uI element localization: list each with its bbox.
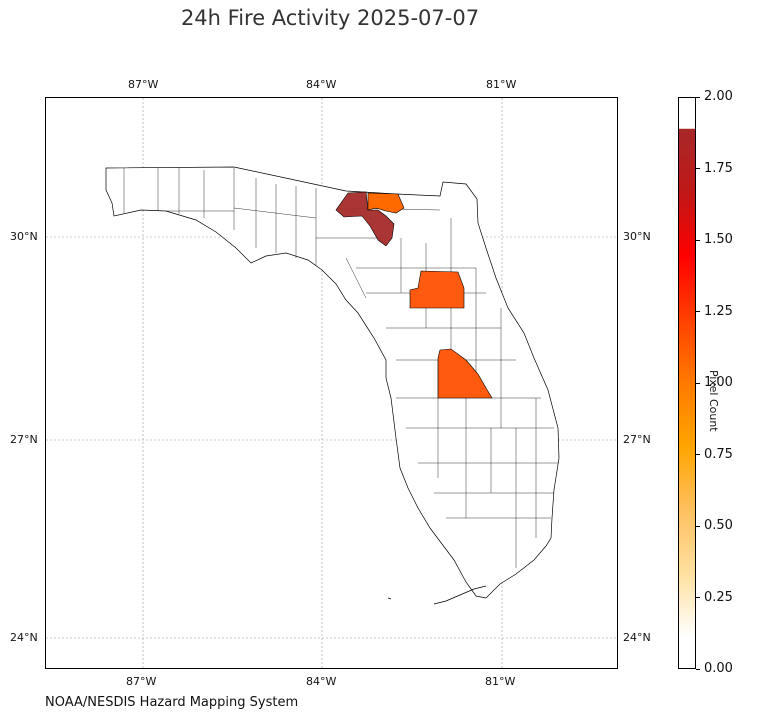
credit-text: NOAA/NESDIS Hazard Mapping System <box>45 695 299 710</box>
left-lat-tick-27n: 27°N <box>10 433 38 446</box>
bottom-lon-tick-87w: 87°W <box>126 675 157 688</box>
map-title: 24h Fire Activity 2025-07-07 <box>180 6 480 30</box>
florida-map <box>46 98 617 668</box>
cbar-tick-1: 0.25 <box>704 590 733 605</box>
cbar-tickmark-1 <box>696 597 700 598</box>
cbar-tick-4: 1.00 <box>704 375 733 390</box>
cbar-tickmark-6 <box>696 240 700 241</box>
county-mid-north <box>367 192 405 214</box>
bottom-lon-tick-84w: 84°W <box>306 675 337 688</box>
cbar-tick-3: 0.75 <box>704 447 733 462</box>
florida-keys <box>387 585 487 605</box>
right-lat-tick-27n: 27°N <box>623 433 651 446</box>
county-mid-south <box>437 348 493 399</box>
cbar-tick-0: 0.00 <box>704 661 733 676</box>
cbar-tickmark-8 <box>696 97 700 98</box>
county-high-northwest <box>335 191 395 247</box>
colorbar <box>678 97 696 669</box>
florida-outline <box>105 166 560 599</box>
colorbar-label: Pixel Count <box>707 370 720 432</box>
cbar-tick-6: 1.50 <box>704 232 733 247</box>
top-lon-tick-87w: 87°W <box>128 78 159 91</box>
right-lat-tick-24n: 24°N <box>623 631 651 644</box>
right-lat-tick-30n: 30°N <box>623 230 651 243</box>
cbar-tick-5: 1.25 <box>704 304 733 319</box>
cbar-tickmark-2 <box>696 526 700 527</box>
cbar-tick-8: 2.00 <box>704 89 733 104</box>
map-panel[interactable] <box>45 97 618 669</box>
left-lat-tick-24n: 24°N <box>10 631 38 644</box>
colorbar-gradient <box>679 128 695 638</box>
cbar-tickmark-4 <box>696 383 700 384</box>
left-lat-tick-30n: 30°N <box>10 230 38 243</box>
cbar-tickmark-7 <box>696 168 700 169</box>
top-lon-tick-84w: 84°W <box>306 78 337 91</box>
cbar-tickmark-5 <box>696 311 700 312</box>
cbar-tick-7: 1.75 <box>704 161 733 176</box>
top-lon-tick-81w: 81°W <box>486 78 517 91</box>
cbar-tick-2: 0.50 <box>704 518 733 533</box>
cbar-tickmark-0 <box>696 669 700 670</box>
bottom-lon-tick-81w: 81°W <box>485 675 516 688</box>
cbar-tickmark-3 <box>696 454 700 455</box>
county-mid-central <box>409 270 465 309</box>
